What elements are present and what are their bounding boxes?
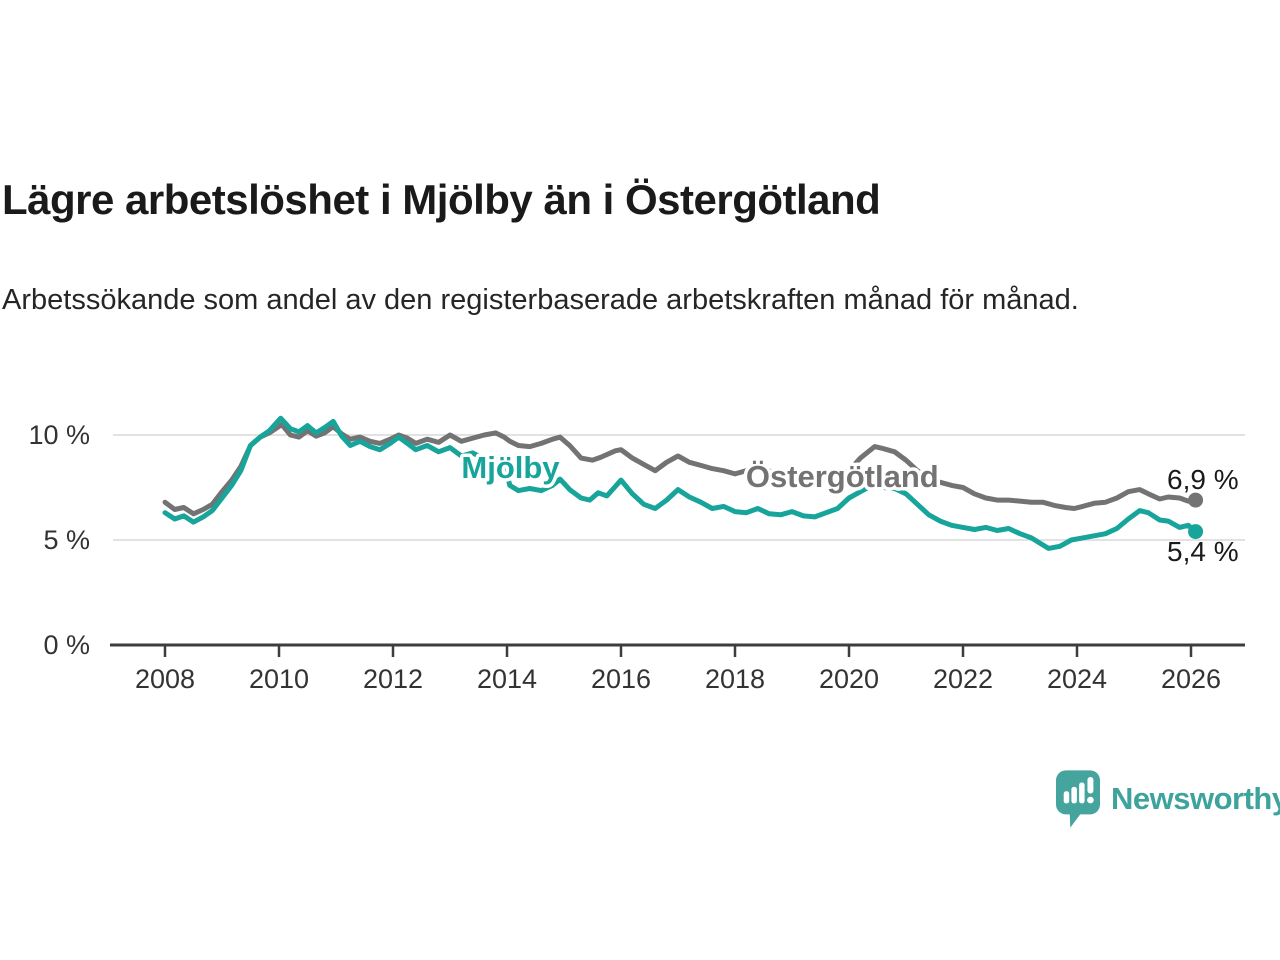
x-tick-label-2020: 2020 <box>819 664 879 694</box>
mjolby-value-label: 5,4 % <box>1167 536 1239 567</box>
x-tick-label-2014: 2014 <box>477 664 537 694</box>
x-tick-label-2022: 2022 <box>933 664 993 694</box>
y-tick-label-10: 10 % <box>28 420 90 450</box>
mjlby-end-dot <box>1188 524 1204 540</box>
page-title: Lägre arbetslöshet i Mjölby än i Östergö… <box>2 176 881 224</box>
x-tick-label-2016: 2016 <box>591 664 651 694</box>
logo-bar-1 <box>1063 791 1070 804</box>
newsworthy-logo-icon <box>1056 770 1100 828</box>
stergtland-line <box>162 422 1199 517</box>
logo-bar-3 <box>1079 782 1085 804</box>
stergtland-end-dot <box>1188 492 1204 508</box>
mjlby-line <box>162 415 1199 551</box>
brand-name: Newsworthy <box>1111 781 1280 816</box>
newsworthy-logo: Newsworthy <box>1056 770 1280 828</box>
x-tick-label-2018: 2018 <box>705 664 765 694</box>
ostergotland-value-label: 6,9 % <box>1167 464 1239 495</box>
y-tick-label-5: 5 % <box>43 525 90 555</box>
mjolby-series-label: Mjölby <box>461 450 560 485</box>
x-tick-label-2008: 2008 <box>135 664 195 694</box>
logo-exclamation-bar <box>1087 777 1094 794</box>
logo-exclamation-dot <box>1087 796 1094 804</box>
y-tick-label-0: 0 % <box>43 630 90 660</box>
x-tick-label-2024: 2024 <box>1047 664 1107 694</box>
x-tick-label-2012: 2012 <box>363 664 423 694</box>
chart-subtitle: Arbetssökande som andel av den registerb… <box>2 284 1079 316</box>
x-tick-label-2026: 2026 <box>1161 664 1221 694</box>
logo-bar-2 <box>1071 786 1077 804</box>
x-tick-label-2010: 2010 <box>249 664 309 694</box>
ostergotland-series-label: Östergötland <box>746 459 939 494</box>
